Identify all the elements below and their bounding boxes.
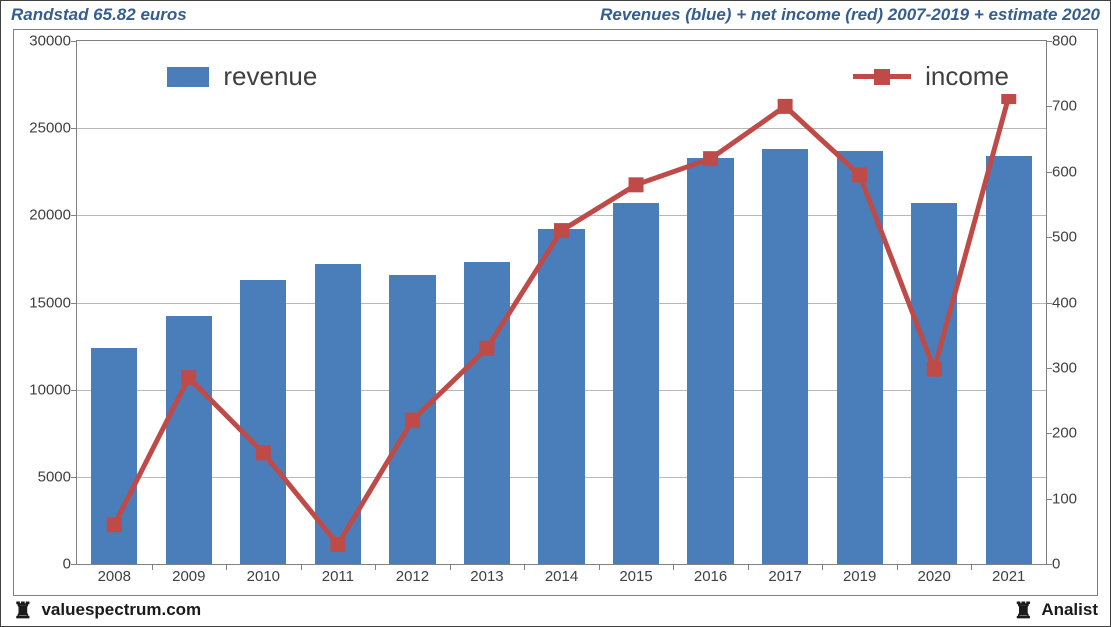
x-axis-label: 2020 — [918, 568, 951, 585]
income-marker — [778, 99, 793, 114]
y2-tick — [1046, 303, 1052, 304]
y2-tick — [1046, 368, 1052, 369]
y2-tick — [1046, 237, 1052, 238]
legend-revenue-label: revenue — [223, 61, 317, 92]
x-axis-label: 2011 — [322, 568, 354, 585]
x-axis-label: 2009 — [172, 568, 205, 585]
revenue-bar — [315, 264, 361, 564]
revenue-bar — [911, 203, 957, 564]
y2-axis-label: 800 — [1052, 33, 1096, 50]
footer-left-text: valuespectrum.com — [41, 600, 201, 619]
y2-axis-label: 300 — [1052, 359, 1096, 376]
y2-axis-label: 200 — [1052, 425, 1096, 442]
footer-left: ♜ valuespectrum.com — [13, 600, 201, 622]
gridline — [77, 215, 1046, 216]
y1-tick — [71, 215, 77, 216]
x-axis-label: 2013 — [470, 568, 503, 585]
x-axis-label: 2016 — [694, 568, 727, 585]
revenue-bar — [837, 151, 883, 564]
legend-revenue-swatch — [167, 67, 209, 87]
gridline — [77, 128, 1046, 129]
y1-axis-label: 0 — [17, 556, 71, 573]
revenue-bar — [538, 229, 584, 564]
revenue-bar — [464, 262, 510, 564]
x-axis-label: 2015 — [619, 568, 652, 585]
y2-axis-label: 500 — [1052, 229, 1096, 246]
y2-tick — [1046, 564, 1052, 565]
revenue-bar — [166, 316, 212, 564]
y2-axis-label: 0 — [1052, 556, 1096, 573]
x-axis-label: 2014 — [545, 568, 578, 585]
x-axis-label: 2012 — [396, 568, 429, 585]
legend-income-label: income — [925, 61, 1009, 92]
legend-revenue: revenue — [159, 59, 325, 94]
footer-right: ♜ Analist — [1013, 600, 1098, 622]
chart-frame: Randstad 65.82 euros Revenues (blue) + n… — [0, 0, 1111, 627]
revenue-bar — [986, 156, 1032, 564]
x-axis-label: 2019 — [843, 568, 876, 585]
x-tick — [524, 564, 525, 570]
y2-tick — [1046, 499, 1052, 500]
y1-tick — [71, 303, 77, 304]
x-tick — [226, 564, 227, 570]
y1-axis-label: 10000 — [17, 381, 71, 398]
x-tick — [599, 564, 600, 570]
x-tick — [301, 564, 302, 570]
revenue-bar — [687, 158, 733, 564]
legend-income-swatch — [853, 67, 911, 87]
x-axis-label: 2021 — [992, 568, 1025, 585]
title-left: Randstad 65.82 euros — [11, 5, 187, 25]
plot-wrap: 0 5000 10000 15000 20000 25000 30000 0 100 200 300… — [13, 29, 1098, 596]
y1-tick — [71, 128, 77, 129]
x-tick — [152, 564, 153, 570]
x-tick — [673, 564, 674, 570]
plot-area: 0500010000150002000025000300000100200300… — [76, 40, 1047, 565]
revenue-bar — [613, 203, 659, 564]
income-marker — [629, 177, 644, 192]
y2-axis-label: 100 — [1052, 490, 1096, 507]
x-tick — [897, 564, 898, 570]
y1-tick — [71, 41, 77, 42]
y1-axis-label: 30000 — [17, 33, 71, 50]
y2-axis-label: 400 — [1052, 294, 1096, 311]
x-tick — [375, 564, 376, 570]
rook-icon: ♜ — [1013, 600, 1033, 622]
legend-income: income — [845, 59, 1017, 94]
x-tick — [822, 564, 823, 570]
x-axis-label: 2008 — [98, 568, 131, 585]
x-tick — [971, 564, 972, 570]
revenue-bar — [91, 348, 137, 564]
rook-icon: ♜ — [13, 600, 33, 622]
y2-tick — [1046, 106, 1052, 107]
revenue-bar — [240, 280, 286, 564]
x-axis-label: 2017 — [768, 568, 801, 585]
x-tick — [450, 564, 451, 570]
y1-axis-label: 5000 — [17, 468, 71, 485]
y2-tick — [1046, 41, 1052, 42]
y2-axis-label: 600 — [1052, 163, 1096, 180]
title-right: Revenues (blue) + net income (red) 2007-… — [600, 5, 1100, 25]
header: Randstad 65.82 euros Revenues (blue) + n… — [1, 1, 1110, 29]
y2-tick — [1046, 172, 1052, 173]
y2-axis-label: 700 — [1052, 98, 1096, 115]
y1-axis-label: 20000 — [17, 207, 71, 224]
x-axis-label: 2010 — [247, 568, 280, 585]
y1-axis-label: 25000 — [17, 120, 71, 137]
revenue-bar — [389, 275, 435, 564]
y1-tick — [71, 477, 77, 478]
y1-axis-label: 15000 — [17, 294, 71, 311]
footer-right-text: Analist — [1041, 600, 1098, 619]
revenue-bar — [762, 149, 808, 564]
footer: ♜ valuespectrum.com ♜ Analist — [13, 600, 1098, 622]
y1-tick — [71, 564, 77, 565]
y2-tick — [1046, 433, 1052, 434]
x-tick — [748, 564, 749, 570]
y1-tick — [71, 390, 77, 391]
